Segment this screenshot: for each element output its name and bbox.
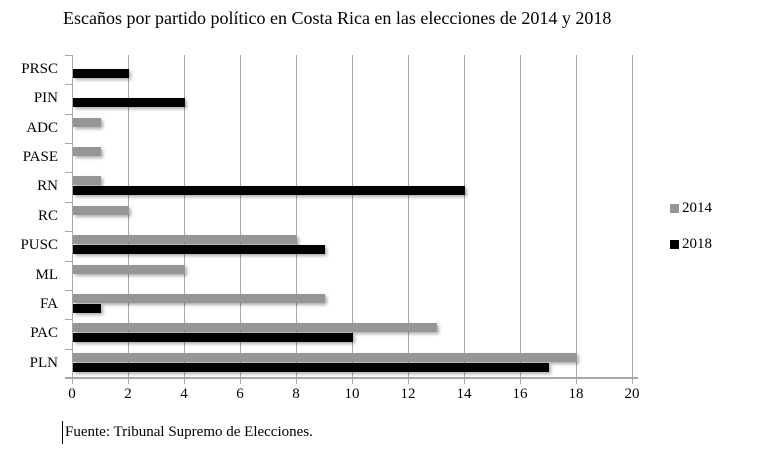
legend-item-2014: 2014 — [670, 197, 712, 219]
bar-2014-pac — [73, 323, 437, 333]
gridline-x-8 — [296, 55, 297, 378]
y-tick-8 — [65, 290, 72, 291]
x-tick-12 — [408, 379, 409, 384]
bar-2018-pin — [73, 98, 185, 108]
bar-2018-fa — [73, 303, 101, 313]
bar-2014-pase — [73, 147, 101, 157]
x-tick-14 — [464, 379, 465, 384]
y-tick-11 — [65, 378, 72, 379]
y-tick-10 — [65, 349, 72, 350]
text-cursor — [62, 421, 63, 444]
category-label-prsc: PRSC — [21, 61, 58, 77]
y-tick-9 — [65, 319, 72, 320]
bar-2018-pac — [73, 333, 353, 343]
gridline-x-4 — [184, 55, 185, 378]
category-label-rc: RC — [37, 207, 58, 224]
gridline-x-2 — [128, 55, 129, 378]
category-label-pac: PAC — [30, 325, 58, 342]
x-axis-line — [65, 377, 638, 379]
category-label-pln: PLN — [29, 354, 58, 371]
category-label-pin: PIN — [33, 90, 58, 107]
x-tick-label-0: 0 — [68, 386, 76, 402]
bar-2014-pusc — [73, 235, 297, 245]
x-tick-label-18: 18 — [568, 386, 584, 402]
y-tick-1 — [65, 84, 72, 85]
y-tick-2 — [65, 114, 72, 115]
category-label-adc: ADC — [26, 119, 58, 136]
legend-swatch-2014-icon — [670, 203, 679, 213]
bar-2018-pusc — [73, 245, 325, 255]
bar-2014-ml — [73, 264, 185, 274]
legend-swatch-2018-icon — [670, 239, 679, 249]
legend-item-2018: 2018 — [670, 233, 712, 255]
x-tick-4 — [184, 379, 185, 384]
y-tick-3 — [65, 143, 72, 144]
x-tick-label-8: 8 — [292, 386, 300, 402]
bar-2014-pln — [73, 352, 577, 362]
category-label-fa: FA — [39, 295, 58, 312]
gridline-x-18 — [576, 55, 577, 378]
x-tick-10 — [352, 379, 353, 384]
legend-label-2014: 2014 — [682, 199, 712, 216]
gridline-x-14 — [464, 55, 465, 378]
x-tick-2 — [128, 379, 129, 384]
x-tick-8 — [296, 379, 297, 384]
bar-2014-rn — [73, 176, 101, 186]
bar-2018-prsc — [73, 69, 129, 78]
bar-2018-pln — [73, 362, 549, 372]
x-tick-label-16: 16 — [512, 386, 528, 402]
x-tick-6 — [240, 379, 241, 384]
gridline-x-16 — [520, 55, 521, 378]
bar-2014-rc — [73, 205, 129, 215]
gridline-x-20 — [632, 55, 633, 378]
category-label-rn: RN — [37, 178, 58, 195]
gridline-x-12 — [408, 55, 409, 378]
category-label-pase: PASE — [22, 149, 58, 166]
y-tick-0 — [65, 55, 72, 56]
bar-2018-rn — [73, 186, 465, 196]
chart-title: Escaños por partido político en Costa Ri… — [63, 8, 612, 28]
category-label-ml: ML — [35, 266, 59, 283]
x-tick-label-6: 6 — [236, 386, 244, 402]
source-note: Fuente: Tribunal Supremo de Elecciones. — [65, 424, 313, 440]
bar-2014-adc — [73, 117, 101, 127]
x-tick-label-14: 14 — [456, 386, 472, 402]
x-tick-label-20: 20 — [624, 386, 640, 402]
bar-2014-fa — [73, 293, 325, 303]
y-tick-4 — [65, 172, 72, 173]
x-tick-0 — [72, 379, 73, 384]
x-tick-16 — [520, 379, 521, 384]
x-tick-18 — [576, 379, 577, 384]
y-tick-7 — [65, 261, 72, 262]
category-label-pusc: PUSC — [20, 237, 58, 254]
legend: 2014 2018 — [670, 197, 712, 269]
x-tick-label-10: 10 — [344, 386, 360, 402]
gridline-x-10 — [352, 55, 353, 378]
plot-area: 0 2 4 6 8 10 12 14 16 18 20 — [65, 55, 640, 402]
x-tick-label-12: 12 — [400, 386, 416, 402]
gridline-x-0 — [72, 55, 73, 378]
y-tick-6 — [65, 231, 72, 232]
x-tick-20 — [632, 379, 633, 384]
gridline-x-6 — [240, 55, 241, 378]
x-tick-label-4: 4 — [180, 386, 188, 402]
x-tick-label-2: 2 — [124, 386, 132, 402]
legend-label-2018: 2018 — [682, 235, 712, 252]
y-tick-5 — [65, 202, 72, 203]
